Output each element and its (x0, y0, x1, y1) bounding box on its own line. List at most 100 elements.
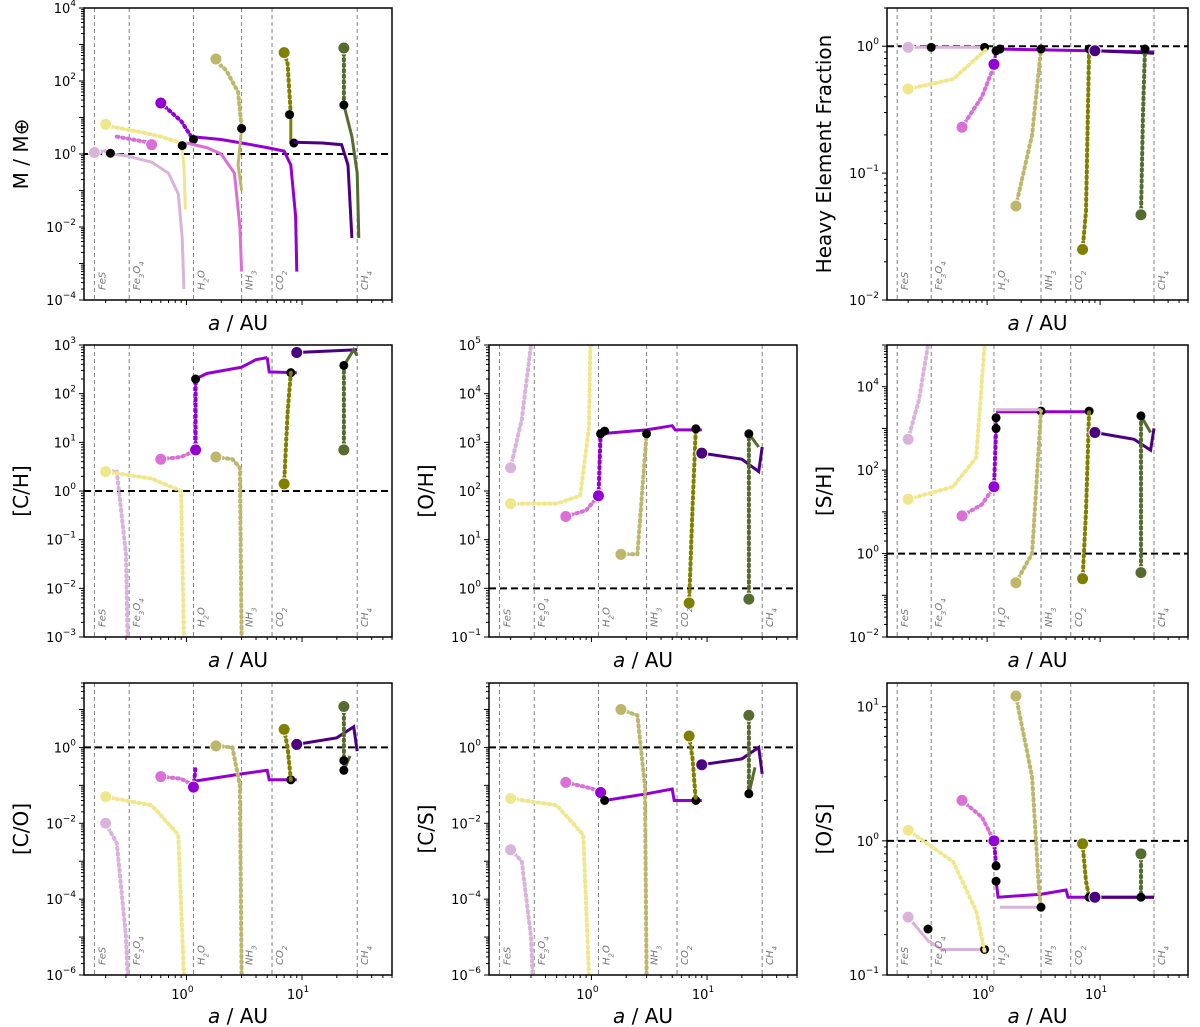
series-3-migration (194, 356, 268, 381)
iceline-label-part: CH (360, 950, 371, 965)
series-7-marker-0 (339, 765, 349, 775)
x-axis-label-symbol: a (1007, 648, 1019, 672)
series-3-start-point (186, 780, 200, 794)
series-0-accretion (508, 345, 533, 470)
iceline-label-part: H (997, 619, 1008, 627)
x-axis-label-symbol: a (208, 648, 220, 672)
iceline-label-Fe3O4: Fe3O4 (537, 936, 551, 965)
series-7-start-point (290, 346, 304, 360)
y-tick-label: 10−4 (451, 890, 481, 908)
series-4-start-point (1009, 199, 1023, 213)
series-6-start-point (290, 737, 304, 751)
iceline-label-part: 3 (138, 611, 146, 615)
plot-area (489, 683, 797, 975)
series-1-start-point (504, 792, 518, 806)
iceline-label-part: CH (360, 612, 371, 627)
x-tick-label: 100 (576, 985, 599, 1003)
x-axis-label-unit: / AU (220, 1004, 268, 1027)
tick-mantissa: 10 (46, 817, 63, 832)
iceline-label-part: FeS (502, 608, 513, 627)
tick-mantissa: 10 (692, 988, 709, 1003)
series-3-marker-1 (600, 426, 610, 436)
iceline-label-part: CH (360, 275, 371, 290)
axes-frame (886, 682, 1189, 976)
series-4-marker-0 (1036, 44, 1046, 54)
iceline-label-part: 4 (1163, 608, 1171, 612)
series-0-marker-0 (926, 42, 936, 52)
iceline-label-part: FeS (97, 608, 108, 627)
series-3-migration (600, 424, 702, 436)
y-tick-label: 10−2 (46, 579, 76, 597)
iceline-label-part: 2 (281, 607, 289, 612)
series-2-start-point (955, 793, 969, 807)
series-4-start-point (614, 703, 628, 717)
y-tick-label: 102 (54, 385, 76, 403)
series-8-marker-0 (339, 360, 349, 370)
series-5-start-point (1009, 576, 1023, 590)
y-tick-label: 103 (459, 433, 481, 451)
series-3-migration (604, 787, 702, 802)
iceline-label-part: H (196, 619, 207, 627)
iceline-label-FeS: FeS (502, 946, 513, 965)
iceline-label-part: H (997, 282, 1008, 290)
plot-area (887, 345, 1188, 637)
tick-mantissa: 10 (849, 167, 866, 182)
y-axis-label: [S/H] (812, 466, 836, 516)
series-0-start-point (87, 145, 101, 159)
series-6-accretion (1080, 409, 1092, 581)
axes-frame (83, 682, 393, 976)
iceline-label-part: 3 (251, 946, 259, 950)
x-axis-label-unit: / AU (625, 648, 673, 672)
y-tick-label: 101 (857, 698, 879, 716)
series-1-migration (179, 142, 187, 210)
series-4-accretion (618, 431, 649, 557)
series-6-start-point (695, 758, 709, 772)
tick-mantissa: 10 (459, 485, 476, 500)
iceline-label-part: 3 (138, 274, 146, 278)
series-3-marker-1 (691, 795, 701, 805)
x-axis-label-symbol: a (208, 311, 220, 335)
tick-mantissa: 10 (54, 148, 71, 163)
iceline-label-NH3: NH3 (1044, 271, 1058, 290)
iceline-label-part: Fe (934, 615, 945, 627)
series-4-start-point (209, 450, 223, 464)
tick-exponent: 2 (873, 461, 879, 471)
series-3-accretion (596, 431, 603, 498)
tick-exponent: 0 (70, 145, 76, 155)
tick-mantissa: 10 (857, 40, 874, 55)
iceline-label-CH4: CH4 (1157, 271, 1171, 290)
series-4-marker-0 (237, 123, 247, 133)
iceline-label-part: Fe (934, 953, 945, 965)
tick-mantissa: 10 (54, 388, 71, 403)
series-6-start-point (695, 446, 709, 460)
iceline-label-part: 4 (366, 946, 374, 950)
series-6-accretion (282, 50, 293, 117)
series-8-migration (342, 346, 359, 367)
iceline-label-part: O (997, 945, 1008, 953)
y-tick-label: 103 (54, 336, 76, 354)
series-2-start-point (154, 452, 168, 466)
series-3-start-point (189, 443, 203, 457)
tick-exponent: −1 (866, 164, 879, 174)
series-1-accretion (103, 794, 186, 975)
series-1-start-point (504, 497, 518, 511)
iceline-label-part: 3 (251, 608, 259, 612)
y-tick-label: 105 (459, 336, 481, 354)
x-axis-label-symbol: a (613, 1004, 625, 1027)
x-tick-label: 101 (692, 985, 714, 1003)
series-7-start-point (337, 700, 351, 714)
x-axis-label: a / AU (208, 1004, 268, 1027)
tick-mantissa: 10 (849, 294, 866, 309)
series-7-marker-0 (744, 429, 754, 439)
iceline-label-Fe3O4: Fe3O4 (132, 598, 146, 627)
y-tick-label: 100 (54, 738, 77, 756)
series-8-marker-0 (1136, 411, 1146, 421)
tick-exponent: −2 (63, 218, 76, 228)
iceline-label-part: 2 (1080, 945, 1088, 950)
tick-mantissa: 10 (459, 388, 476, 403)
iceline-label-part: NH (245, 275, 256, 290)
tick-mantissa: 10 (46, 582, 63, 597)
iceline-label-Fe3O4: Fe3O4 (132, 936, 146, 965)
x-axis-label: a / AU (208, 648, 268, 672)
